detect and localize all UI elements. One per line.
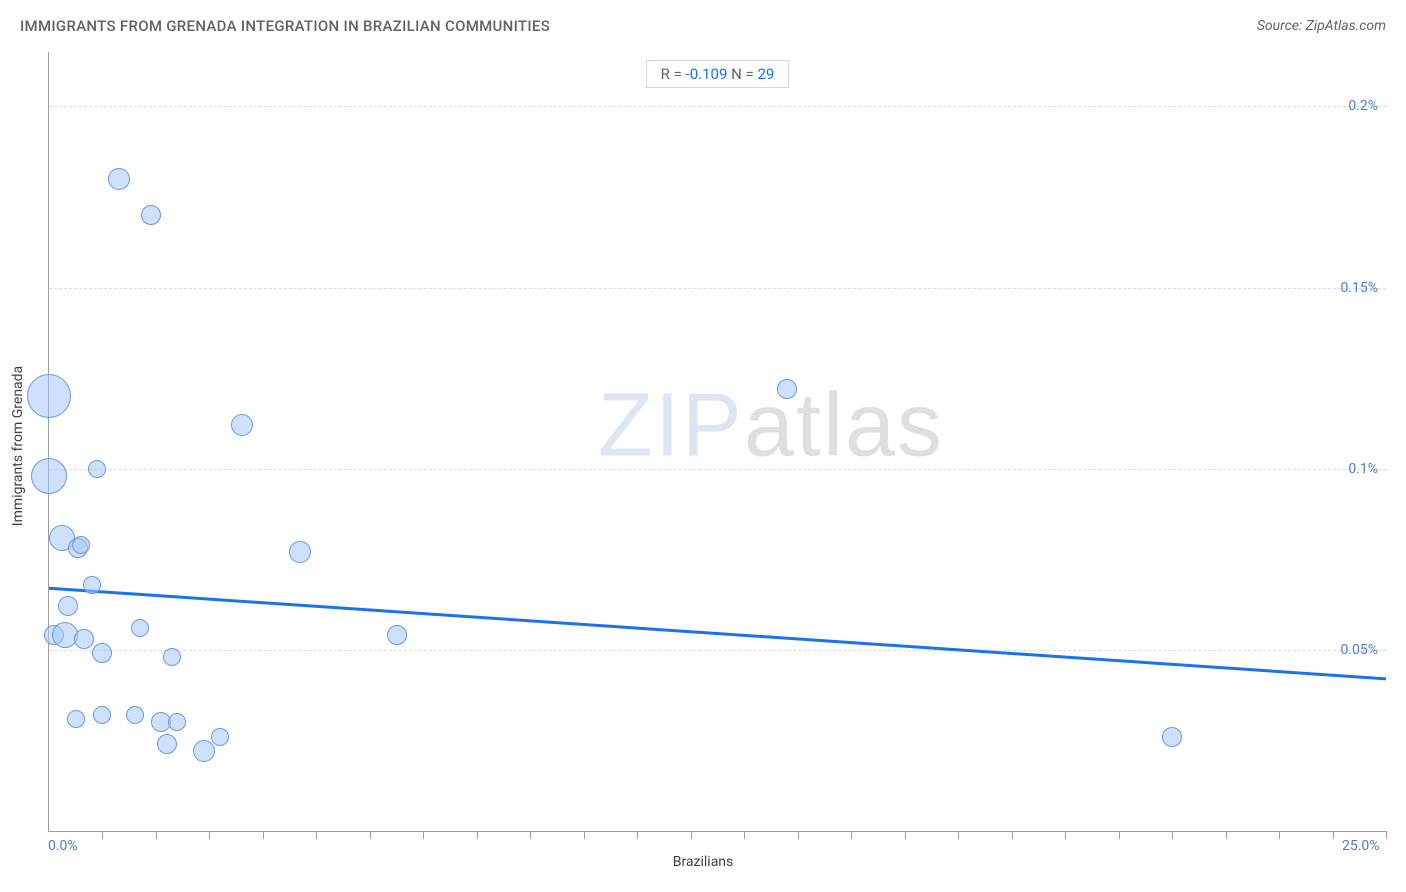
x-tick	[1386, 831, 1387, 839]
data-point[interactable]	[74, 629, 94, 649]
x-tick	[477, 831, 478, 839]
x-tick	[744, 831, 745, 839]
x-tick	[905, 831, 906, 839]
data-point[interactable]	[1162, 727, 1182, 747]
x-tick	[1333, 831, 1334, 839]
data-point[interactable]	[289, 541, 311, 563]
x-tick	[691, 831, 692, 839]
data-point[interactable]	[777, 379, 797, 399]
data-point[interactable]	[131, 619, 149, 637]
x-tick	[1065, 831, 1066, 839]
x-axis-title: Brazilians	[673, 854, 734, 870]
data-point[interactable]	[157, 734, 177, 754]
gridline	[49, 288, 1386, 289]
x-tick	[102, 831, 103, 839]
x-tick	[798, 831, 799, 839]
data-point[interactable]	[88, 460, 106, 478]
x-tick	[1012, 831, 1013, 839]
data-point[interactable]	[67, 710, 85, 728]
x-tick	[958, 831, 959, 839]
x-tick	[209, 831, 210, 839]
x-tick	[263, 831, 264, 839]
y-tick-label: 0.15%	[1340, 280, 1378, 296]
y-tick-label: 0.05%	[1340, 642, 1378, 658]
scatter-chart: R = -0.109 N = 29 ZIPatlas 0.05% 0.1% 0.15…	[48, 52, 1386, 832]
data-point[interactable]	[108, 168, 130, 190]
chart-title: IMMIGRANTS FROM GRENADA INTEGRATION IN B…	[20, 17, 550, 35]
data-point[interactable]	[163, 648, 181, 666]
data-point[interactable]	[58, 596, 78, 616]
data-point[interactable]	[211, 728, 229, 746]
data-point[interactable]	[31, 458, 67, 494]
gridline	[49, 469, 1386, 470]
x-tick	[530, 831, 531, 839]
x-tick	[1119, 831, 1120, 839]
x-max-label: 25.0%	[1342, 838, 1380, 854]
gridline	[49, 650, 1386, 651]
watermark: ZIPatlas	[598, 374, 944, 477]
data-point[interactable]	[93, 706, 111, 724]
trend-line	[49, 52, 1386, 831]
data-point[interactable]	[168, 713, 186, 731]
x-tick	[851, 831, 852, 839]
x-tick	[584, 831, 585, 839]
data-point[interactable]	[27, 374, 71, 418]
data-point[interactable]	[126, 706, 144, 724]
x-tick	[316, 831, 317, 839]
data-point[interactable]	[92, 643, 112, 663]
data-point[interactable]	[141, 205, 161, 225]
data-point[interactable]	[83, 576, 101, 594]
x-tick	[637, 831, 638, 839]
header: IMMIGRANTS FROM GRENADA INTEGRATION IN B…	[0, 0, 1406, 48]
data-point[interactable]	[72, 536, 90, 554]
stats-box: R = -0.109 N = 29	[646, 60, 790, 88]
x-tick	[423, 831, 424, 839]
data-point[interactable]	[193, 740, 215, 762]
x-tick	[370, 831, 371, 839]
x-min-label: 0.0%	[48, 838, 78, 854]
data-point[interactable]	[387, 625, 407, 645]
gridline	[49, 106, 1386, 107]
x-tick	[1226, 831, 1227, 839]
x-tick	[156, 831, 157, 839]
y-tick-label: 0.1%	[1348, 461, 1378, 477]
source-attribution: Source: ZipAtlas.com	[1257, 18, 1386, 34]
x-tick	[1172, 831, 1173, 839]
x-tick	[1279, 831, 1280, 839]
data-point[interactable]	[231, 414, 253, 436]
y-tick-label: 0.2%	[1348, 98, 1378, 114]
y-axis-title: Immigrants from Grenada	[10, 366, 26, 526]
